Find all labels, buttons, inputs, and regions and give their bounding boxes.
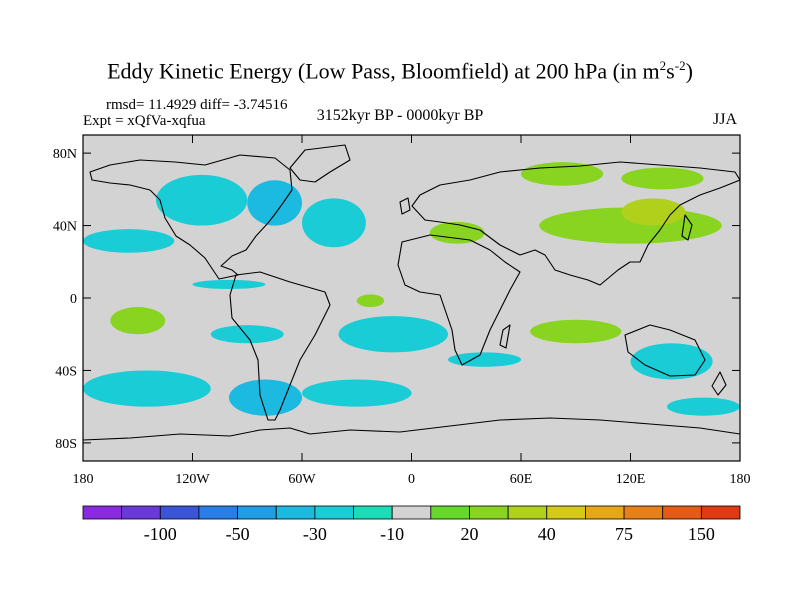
colorbar-swatch	[275, 505, 316, 520]
colorbar-swatch	[198, 505, 238, 520]
colorbar-swatch	[121, 505, 161, 520]
rmsd-diff-stats: rmsd= 11.4929 diff= -3.74516	[106, 97, 288, 113]
coast-new-zealand	[711, 371, 727, 396]
colorbar-swatch	[585, 505, 625, 520]
region-3-level--10	[302, 198, 366, 248]
lat-tick-label: 0	[70, 292, 77, 307]
region-12-level--10	[630, 343, 713, 380]
colorbar-swatch	[700, 505, 741, 520]
coast-north-america	[89, 154, 293, 280]
region-6-level--10	[210, 325, 284, 344]
experiment-label: Expt = xQfVa-xqfua	[83, 113, 206, 129]
region-20-level-20	[530, 319, 622, 344]
colorbar-swatch	[237, 505, 277, 520]
lat-tick-label: 80N	[53, 147, 77, 162]
colorbar-swatch	[662, 505, 702, 520]
region-16-level-20	[429, 221, 485, 244]
lat-tick-label: 80S	[55, 437, 77, 452]
region-14-level-20	[521, 162, 604, 186]
lon-tick-label: 120E	[616, 472, 646, 487]
colorbar-swatch	[546, 505, 586, 520]
colorbar-swatch	[623, 505, 664, 520]
coast-madagascar	[499, 324, 511, 349]
lat-tick-label: 40N	[53, 220, 77, 235]
colorbar-swatch	[430, 505, 470, 520]
coast-south-america	[229, 271, 331, 421]
lon-tick-label: 0	[408, 472, 415, 487]
lon-tick-label: 180	[73, 472, 94, 487]
colorbar: -100 -50 -30 -10 20 40 75 150	[82, 505, 741, 544]
region-13-level--10	[667, 397, 740, 416]
region-1-level--10	[156, 174, 248, 226]
region-15-level-20	[621, 167, 704, 190]
colorbar-label: -100	[144, 524, 177, 544]
colorbar-label: -30	[303, 524, 327, 544]
figure-title: Eddy Kinetic Energy (Low Pass, Bloomfiel…	[107, 58, 693, 84]
region-5-level-20	[110, 307, 166, 335]
colorbar-swatch	[469, 505, 509, 520]
lat-tick-label: 40S	[55, 364, 77, 379]
coast-japan	[681, 214, 693, 241]
colorbar-swatch	[353, 505, 393, 520]
region-18-level-40	[621, 198, 686, 226]
colorbar-label: 75	[615, 524, 633, 544]
colorbar-label: 40	[538, 524, 556, 544]
region-8-level--10	[83, 370, 211, 407]
period-label: 3152kyr BP - 0000kyr BP	[316, 107, 484, 124]
colorbar-label: -50	[226, 524, 250, 544]
coast-greenland	[289, 144, 351, 183]
colorbar-swatch	[82, 505, 123, 520]
coastlines	[83, 144, 740, 441]
coast-australia	[624, 324, 706, 377]
region-4-level--10	[192, 279, 266, 289]
colorbar-label: -10	[380, 524, 404, 544]
colorbar-label: 20	[460, 524, 478, 544]
lon-tick-label: 180	[730, 472, 751, 487]
region-9-level--30	[229, 379, 302, 416]
colorbar-swatch	[159, 505, 200, 520]
colorbar-label: 150	[688, 524, 715, 544]
region-10-level--10	[302, 379, 412, 407]
coast-africa	[397, 234, 521, 366]
colorbar-swatch	[314, 505, 354, 520]
lon-tick-label: 60W	[288, 472, 316, 487]
coast-antarctica	[83, 417, 740, 441]
coast-europe-asia	[411, 161, 740, 286]
lon-tick-label: 60E	[510, 472, 533, 487]
coast-british-isles	[399, 197, 411, 215]
lon-tick-label: 120W	[175, 472, 210, 487]
longitude-ticks: 180 120W 60W 0 60E 120E 180	[73, 135, 751, 487]
region-0-level--10	[83, 229, 175, 253]
region-2-level--30	[247, 180, 302, 226]
colorbar-swatch	[507, 505, 548, 520]
region-19-level-20	[356, 294, 385, 308]
latitude-ticks: 80N 40N 0 40S 80S	[53, 147, 740, 452]
season-label: JJA	[713, 111, 738, 128]
colorbar-swatch	[391, 505, 432, 520]
region-7-level--10	[338, 316, 448, 353]
